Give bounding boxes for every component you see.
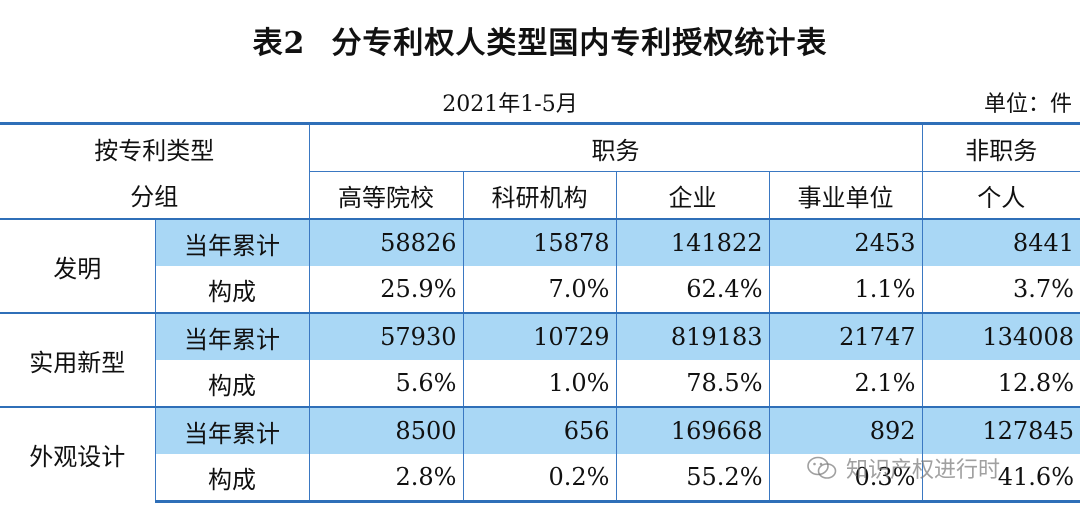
table-cell: 15878 xyxy=(462,218,616,266)
table-cell: 5.6% xyxy=(308,360,463,407)
header-type-label-1: 按专利类型 xyxy=(0,122,309,172)
group-label: 实用新型 xyxy=(0,312,155,407)
table-row: 构成 25.9% 7.0% 62.4% 1.1% 3.7% xyxy=(0,266,1080,313)
date-range: 2021年1-5月 xyxy=(442,92,578,117)
header-service: 职务 xyxy=(308,122,922,172)
column-header: 高等院校 xyxy=(308,171,463,219)
row-label: 构成 xyxy=(154,266,309,313)
column-header: 事业单位 xyxy=(768,171,922,219)
statistics-table: 按专利类型 职务 非职务 分组 高等院校 科研机构 企业 事业单位 个人 发明 … xyxy=(0,122,1080,503)
table-cell: 141822 xyxy=(615,218,769,266)
table-row: 发明 当年累计 58826 15878 141822 2453 8441 xyxy=(0,218,1080,313)
table-cell: 656 xyxy=(462,406,616,454)
row-label: 当年累计 xyxy=(154,312,309,360)
header-non-service: 非职务 xyxy=(921,122,1080,172)
table-cell: 78.5% xyxy=(615,360,769,407)
column-header: 企业 xyxy=(615,171,769,219)
table-cell: 41.6% xyxy=(921,454,1080,503)
table-cell: 2.1% xyxy=(768,360,922,407)
table-cell: 0.2% xyxy=(462,454,616,503)
row-label: 构成 xyxy=(154,360,309,407)
table-cell: 21747 xyxy=(768,312,922,360)
table-cell: 892 xyxy=(768,406,922,454)
table-cell: 62.4% xyxy=(615,266,769,313)
table-cell: 169668 xyxy=(615,406,769,454)
table-cell: 58826 xyxy=(308,218,463,266)
table-title: 表2 分专利权人类型国内专利授权统计表 xyxy=(0,18,1080,62)
table-cell: 7.0% xyxy=(462,266,616,313)
watermark: 知识产权进行时 xyxy=(806,452,1000,484)
table-cell: 3.7% xyxy=(921,266,1080,313)
table-number: 表2 xyxy=(252,26,306,61)
table-cell: 12.8% xyxy=(921,360,1080,407)
group-label: 外观设计 xyxy=(0,406,155,502)
table-cell: 819183 xyxy=(615,312,769,360)
column-header: 个人 xyxy=(921,171,1080,219)
table-cell: 2.8% xyxy=(308,454,463,503)
column-header: 科研机构 xyxy=(462,171,616,219)
table-cell: 1.0% xyxy=(462,360,616,407)
row-label: 当年累计 xyxy=(154,406,309,454)
group-label: 发明 xyxy=(0,218,155,313)
row-label: 当年累计 xyxy=(154,218,309,266)
row-label: 构成 xyxy=(154,454,309,503)
table-row: 实用新型 当年累计 57930 10729 819183 21747 13400… xyxy=(0,312,1080,407)
table-cell: 8441 xyxy=(921,218,1080,266)
table-title-text: 分专利权人类型国内专利授权统计表 xyxy=(331,26,828,61)
table-row: 构成 5.6% 1.0% 78.5% 2.1% 12.8% xyxy=(0,360,1080,407)
table-cell: 10729 xyxy=(462,312,616,360)
table-cell: 55.2% xyxy=(615,454,769,503)
table-cell: 1.1% xyxy=(768,266,922,313)
table-row: 外观设计 当年累计 8500 656 169668 892 127845 xyxy=(0,406,1080,502)
table-cell: 2453 xyxy=(768,218,922,266)
table-cell: 134008 xyxy=(921,312,1080,360)
table-cell: 57930 xyxy=(308,312,463,360)
table-cell: 127845 xyxy=(921,406,1080,454)
table-cell: 8500 xyxy=(308,406,463,454)
unit-label: 单位：件 xyxy=(983,92,1072,117)
table-cell: 25.9% xyxy=(308,266,463,313)
wechat-icon xyxy=(807,456,837,479)
watermark-text: 知识产权进行时 xyxy=(846,458,1001,483)
header-type-label-2: 分组 xyxy=(130,183,179,212)
table-row: 构成 2.8% 0.2% 55.2% 0.3% 41.6% xyxy=(0,454,1080,503)
table-cell: 0.3% xyxy=(768,454,922,503)
